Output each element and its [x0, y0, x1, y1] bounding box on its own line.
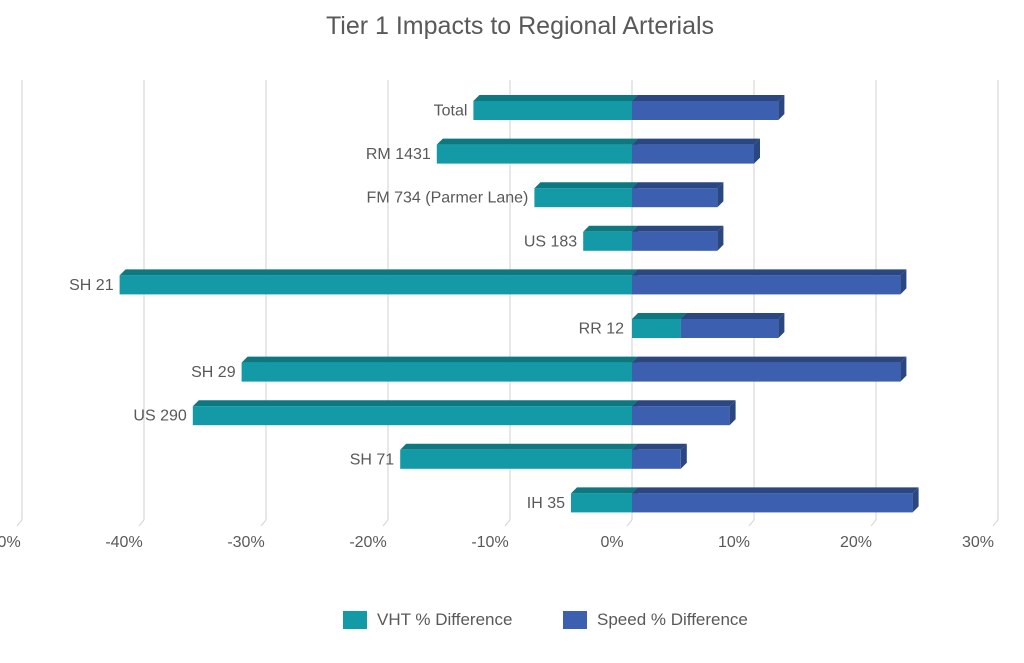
bar-speed-top [632, 138, 760, 145]
bar-speed-side [778, 313, 785, 338]
x-tick-label: 30% [962, 534, 994, 551]
legend-label-speed: Speed % Difference [597, 610, 748, 629]
bar-speed-side [680, 443, 687, 469]
bar-speed [632, 144, 754, 164]
bar-speed [632, 188, 718, 208]
bar-speed-top [632, 269, 907, 276]
gridline-foot [138, 519, 145, 527]
bar-vht [473, 101, 632, 120]
plot-area: -50% -40% -30% -20% -10% 0% 10% 20% 30% Total RM 1… [0, 80, 999, 551]
bar-vht-top [119, 269, 639, 276]
bar-speed-side [900, 269, 907, 295]
x-tick-label: 0% [600, 534, 623, 551]
bar-speed [632, 449, 681, 469]
bar-speed-side [717, 182, 724, 208]
bar-vht-top [473, 95, 638, 101]
legend-item-vht: VHT % Difference [343, 608, 512, 632]
bar-vht [632, 319, 681, 338]
bar-vht-top [632, 313, 687, 319]
bar-speed-top [680, 313, 785, 319]
category-label: SH 21 [69, 277, 114, 294]
x-tick-label: 20% [840, 534, 872, 551]
category-label: Total [434, 103, 468, 120]
gridline-foot [504, 519, 511, 527]
bar-vht-top [534, 182, 638, 189]
bar-speed-top [632, 356, 907, 363]
bar-vht-top [192, 400, 639, 407]
x-tick-label: -40% [105, 534, 142, 551]
bar-vht [192, 406, 633, 426]
gridline-foot [260, 519, 267, 527]
bar-speed-side [900, 356, 907, 382]
bar-speed-side [912, 487, 919, 513]
bar-speed-side [754, 138, 760, 164]
gridline-foot [626, 519, 633, 527]
bar-vht-top [571, 487, 638, 494]
x-tick-label: -50% [0, 534, 21, 551]
bar-speed [632, 275, 901, 295]
category-label: SH 29 [191, 364, 236, 381]
category-label: SH 71 [350, 451, 395, 468]
bar-vht-top [241, 356, 638, 363]
legend-swatch-vht [343, 611, 367, 629]
bar-speed-side [778, 95, 785, 120]
category-label: US 183 [524, 233, 577, 250]
x-tick-label: -10% [471, 534, 508, 551]
category-label: RM 1431 [366, 146, 431, 163]
bar-vht-top [436, 138, 638, 145]
bar-vht [241, 362, 632, 382]
bar-speed [632, 406, 730, 426]
bar-speed-side [729, 400, 736, 426]
bar-vht [534, 188, 632, 208]
bar-speed [632, 231, 718, 251]
bar-speed-top [632, 95, 785, 101]
legend: VHT % Difference Speed % Difference [0, 608, 1024, 632]
category-label: US 290 [133, 408, 186, 425]
gridline-foot [870, 519, 877, 527]
gridline-foot [992, 519, 999, 527]
bar-speed-top [632, 487, 919, 494]
bar-vht [583, 231, 632, 251]
category-label: IH 35 [527, 495, 565, 512]
gridline-foot [16, 519, 23, 527]
bar-speed-side [717, 225, 724, 251]
bar-vht-top [400, 443, 638, 450]
bar-speed [680, 319, 779, 338]
bar-vht [436, 144, 632, 164]
bar-vht [119, 275, 633, 295]
x-tick-label: 10% [718, 534, 750, 551]
x-tick-label: -20% [349, 534, 386, 551]
bar-speed [632, 493, 913, 513]
bar-speed [632, 362, 901, 382]
bar-speed-top [632, 182, 724, 189]
x-tick-label: -30% [227, 534, 264, 551]
category-label: FM 734 (Parmer Lane) [367, 190, 529, 207]
bar-vht [400, 449, 632, 469]
bar-speed-top [632, 400, 736, 407]
chart-title: Tier 1 Impacts to Regional Arterials [325, 12, 715, 40]
gridline-foot [382, 519, 389, 527]
bar-speed-top [632, 225, 724, 232]
legend-swatch-speed [563, 611, 587, 629]
legend-label-vht: VHT % Difference [377, 610, 513, 629]
bar-speed-top [632, 443, 687, 450]
legend-item-speed: Speed % Difference [563, 608, 748, 632]
bar-speed [632, 101, 779, 120]
bar-vht-top [583, 225, 638, 232]
gridline-foot [748, 519, 755, 527]
category-label: RR 12 [579, 321, 624, 338]
bar-vht [571, 493, 632, 513]
